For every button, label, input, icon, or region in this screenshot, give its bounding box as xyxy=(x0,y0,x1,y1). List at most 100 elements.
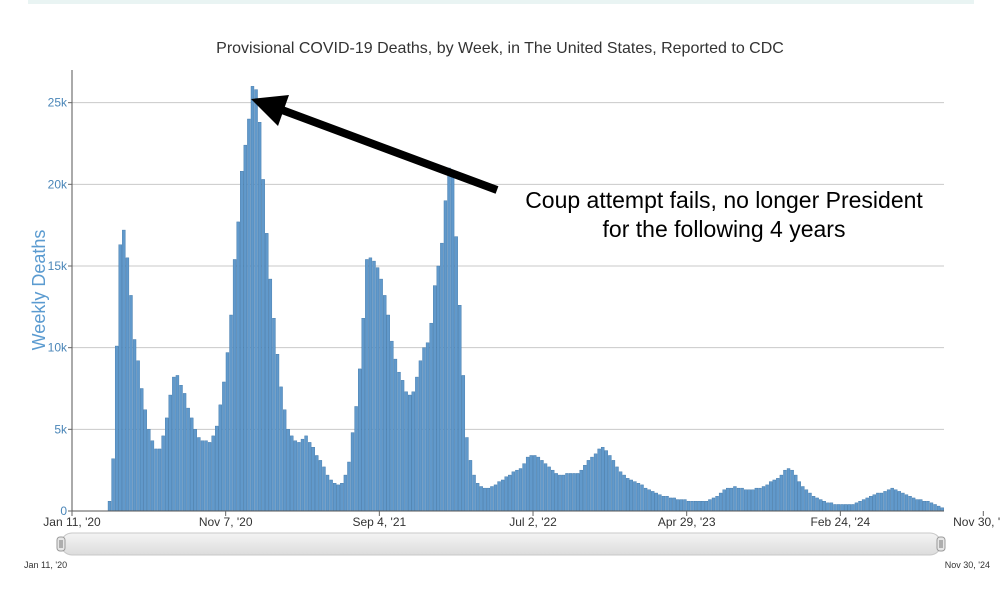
bar xyxy=(801,486,805,512)
bar xyxy=(711,497,716,512)
bar xyxy=(815,497,819,512)
bar xyxy=(443,200,448,512)
bar xyxy=(368,257,373,512)
bar xyxy=(204,440,208,512)
bar xyxy=(576,473,580,512)
bar xyxy=(736,487,741,512)
bar xyxy=(726,487,730,512)
gridlines xyxy=(72,102,944,430)
y-axis-label: Weekly Deaths xyxy=(29,230,49,351)
bar xyxy=(543,463,548,512)
bar xyxy=(147,429,151,512)
bar xyxy=(858,501,862,512)
bar xyxy=(372,260,376,512)
navigator-end-label: Nov 30, '24 xyxy=(945,560,990,570)
bar xyxy=(894,489,898,512)
bar xyxy=(386,314,390,512)
bar xyxy=(919,499,923,512)
bar xyxy=(697,501,701,512)
bar xyxy=(679,499,684,512)
bar xyxy=(418,360,423,512)
bar xyxy=(275,354,280,512)
bar xyxy=(504,476,508,512)
bar xyxy=(161,435,165,512)
bar xyxy=(876,492,880,512)
bar xyxy=(479,486,483,512)
bar xyxy=(690,501,694,512)
chart-title: Provisional COVID-19 Deaths, by Week, in… xyxy=(216,40,784,57)
bar xyxy=(654,492,658,512)
bar xyxy=(140,388,144,512)
bar xyxy=(797,481,801,512)
bar xyxy=(125,257,130,512)
bar xyxy=(515,469,519,512)
bar xyxy=(400,380,405,512)
bar xyxy=(150,440,155,512)
bar xyxy=(465,437,469,512)
bar xyxy=(250,86,255,512)
x-tick-label: Jan 11, '20 xyxy=(43,515,101,529)
bar xyxy=(268,278,273,512)
bar xyxy=(433,285,437,512)
bar xyxy=(611,460,616,512)
bar xyxy=(783,469,787,512)
bar xyxy=(207,442,212,512)
axes xyxy=(71,70,944,512)
bar xyxy=(318,460,323,512)
x-tick-label: Sep 4, '21 xyxy=(353,515,407,529)
bar xyxy=(565,473,569,512)
bar xyxy=(522,463,526,512)
bar xyxy=(572,473,576,512)
bar xyxy=(901,492,905,512)
bar xyxy=(722,489,726,512)
bar xyxy=(511,471,516,512)
bar xyxy=(218,404,222,512)
bar xyxy=(829,502,834,512)
bar xyxy=(761,486,766,512)
range-navigator[interactable]: Jan 11, '20 Nov 30, '24 xyxy=(24,532,990,570)
bar xyxy=(772,479,776,512)
bar xyxy=(633,481,637,512)
bar xyxy=(461,375,466,512)
bar xyxy=(425,342,430,512)
bar xyxy=(665,496,669,512)
bar xyxy=(229,314,233,512)
bar xyxy=(247,118,251,512)
bar xyxy=(915,499,919,512)
bar xyxy=(701,501,705,512)
bar xyxy=(379,278,383,512)
bar xyxy=(794,474,798,512)
bar xyxy=(143,409,147,512)
y-tick-label: 25k xyxy=(48,96,68,110)
bar xyxy=(200,440,205,512)
bar xyxy=(483,487,487,512)
bar xyxy=(622,474,626,512)
navigator-track[interactable] xyxy=(60,532,942,556)
navigator-handle-right[interactable] xyxy=(936,536,946,552)
bar xyxy=(768,481,773,512)
bar xyxy=(554,473,558,512)
bar xyxy=(332,483,337,512)
bar xyxy=(436,265,440,512)
bar xyxy=(182,393,187,512)
annotation-line-1: Coup attempt fails, no longer President xyxy=(525,187,923,213)
bar xyxy=(765,484,769,512)
bar xyxy=(232,259,237,512)
bar xyxy=(243,144,248,512)
bar xyxy=(329,479,333,512)
bar xyxy=(343,474,348,512)
bar xyxy=(518,468,523,512)
bar xyxy=(733,486,737,512)
bar xyxy=(157,448,162,512)
bar xyxy=(440,242,444,512)
bar xyxy=(819,499,823,512)
bar xyxy=(540,460,544,512)
bar xyxy=(297,442,301,512)
bar xyxy=(311,447,315,512)
bar xyxy=(500,479,505,512)
bar xyxy=(300,438,305,512)
bar xyxy=(804,489,809,512)
bar xyxy=(872,494,876,512)
navigator-handle-left[interactable] xyxy=(56,536,66,552)
